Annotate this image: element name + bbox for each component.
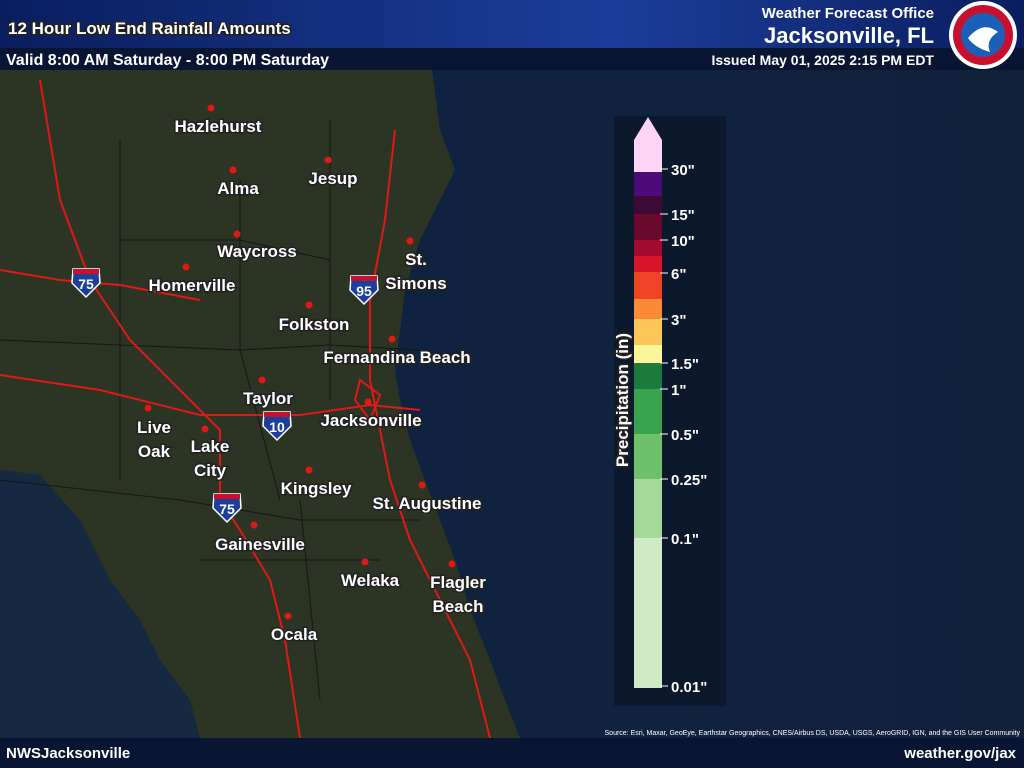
- footer-bar: [0, 738, 1024, 768]
- issued: Issued May 01, 2025 2:15 PM EDT: [711, 52, 934, 68]
- legend-arrow: [634, 117, 662, 140]
- interstate-shield: [262, 411, 292, 442]
- footer-right: weather.gov/jax: [903, 745, 1016, 762]
- city-dot: [364, 398, 372, 406]
- location: Jacksonville, FL: [764, 23, 934, 48]
- shield-band: [351, 276, 377, 281]
- city-dot: [207, 104, 215, 112]
- interstate-number: 75: [78, 276, 94, 292]
- legend-tick-label: 10": [671, 233, 695, 250]
- legend-swatch: [634, 272, 662, 299]
- interstate-number: 95: [356, 283, 372, 299]
- legend-tick-label: 6": [671, 266, 686, 283]
- city-dot: [324, 156, 332, 164]
- shield-band: [73, 269, 99, 274]
- legend-tick-label: 15": [671, 207, 695, 224]
- interstate-number: 10: [269, 419, 285, 435]
- interstate-shield: [71, 268, 101, 299]
- city-dot: [233, 230, 241, 238]
- legend-swatch: [634, 479, 662, 538]
- legend-swatch: [634, 434, 662, 479]
- city-dot: [182, 263, 190, 271]
- footer-left: NWSJacksonville: [6, 745, 130, 762]
- city-label: Alma: [217, 179, 259, 198]
- legend-swatch: [634, 140, 662, 172]
- city-dot: [305, 466, 313, 474]
- city-label: Ocala: [271, 625, 318, 644]
- cities: Hazlehurst Alma Jesup Waycross St. Simons Home…: [71, 104, 488, 646]
- office: Weather Forecast Office: [762, 5, 934, 22]
- legend-tick-label: 0.25": [671, 472, 707, 489]
- city-dot: [388, 335, 396, 343]
- legend-swatch: [634, 256, 662, 272]
- city-label: Live Oak: [137, 418, 171, 461]
- legend-tick-label: 30": [671, 162, 695, 179]
- legend-swatch: [634, 196, 662, 214]
- city-dot: [284, 612, 292, 620]
- city-label: Gainesville: [215, 535, 305, 554]
- city-dot: [448, 560, 456, 568]
- city-dot: [144, 404, 152, 412]
- legend-swatch: [634, 345, 662, 363]
- legend-swatch: [634, 214, 662, 240]
- city-label: Jesup: [308, 169, 357, 188]
- title: 12 Hour Low End Rainfall Amounts: [8, 19, 291, 38]
- city-dot: [258, 376, 266, 384]
- legend-tick-label: 1": [671, 382, 686, 399]
- land: [0, 70, 520, 738]
- city-label: Waycross: [217, 242, 297, 261]
- city-label: Jacksonville: [320, 411, 421, 430]
- city-label: Kingsley: [281, 479, 352, 498]
- legend-swatch: [634, 538, 662, 688]
- city-dot: [406, 237, 414, 245]
- valid-time: Valid 8:00 AM Saturday - 8:00 PM Saturda…: [6, 52, 329, 69]
- city-label: Hazlehurst: [175, 117, 262, 136]
- legend-swatch: [634, 363, 662, 389]
- county-lines: [0, 120, 421, 701]
- city-label: Lake City: [191, 437, 230, 480]
- city-label: Flagler Beach: [430, 573, 486, 616]
- interstate-shield: [212, 493, 242, 524]
- legend-tick-label: 0.5": [671, 427, 699, 444]
- shield-band: [214, 494, 240, 499]
- legend-tick-label: 1.5": [671, 356, 699, 373]
- legend-title: Precipitation (in): [613, 333, 632, 467]
- city-dot: [229, 166, 237, 174]
- nws-logo: [949, 1, 1017, 69]
- legend: 30" 15" 10" 6" 3" 1.5" 1" 0.5" 0.25" 0.1" 0.01": [634, 140, 707, 696]
- city-label: St. Augustine: [373, 494, 482, 513]
- legend-tick-label: 0.1": [671, 531, 699, 548]
- city-dot: [201, 425, 209, 433]
- city-label: St. Simons: [385, 250, 446, 293]
- legend-swatch: [634, 299, 662, 319]
- city-label: Folkston: [279, 315, 350, 334]
- header-bar: [0, 0, 1024, 48]
- city-dot: [361, 558, 369, 566]
- city-dot: [305, 301, 313, 309]
- gulf: [0, 470, 200, 738]
- legend-tick-label: 3": [671, 312, 686, 329]
- city-label: Fernandina Beach: [323, 348, 470, 367]
- interstate-shield: [349, 275, 379, 306]
- city-dot: [250, 521, 258, 529]
- legend-swatch: [634, 172, 662, 196]
- legend-swatch: [634, 389, 662, 434]
- shield-band: [264, 412, 290, 417]
- legend-swatch: [634, 319, 662, 345]
- city-label: Taylor: [243, 389, 293, 408]
- subheader-bar: [0, 48, 1024, 70]
- city-label: Homerville: [149, 276, 236, 295]
- interstate-number: 75: [219, 501, 235, 517]
- source: Source: Esri, Maxar, GeoEye, Earthstar G…: [605, 730, 1021, 737]
- legend-swatch: [634, 240, 662, 256]
- legend-tick-label: 0.01": [671, 679, 707, 696]
- city-label: Welaka: [341, 571, 400, 590]
- legend-panel: [614, 116, 726, 706]
- city-dot: [418, 481, 426, 489]
